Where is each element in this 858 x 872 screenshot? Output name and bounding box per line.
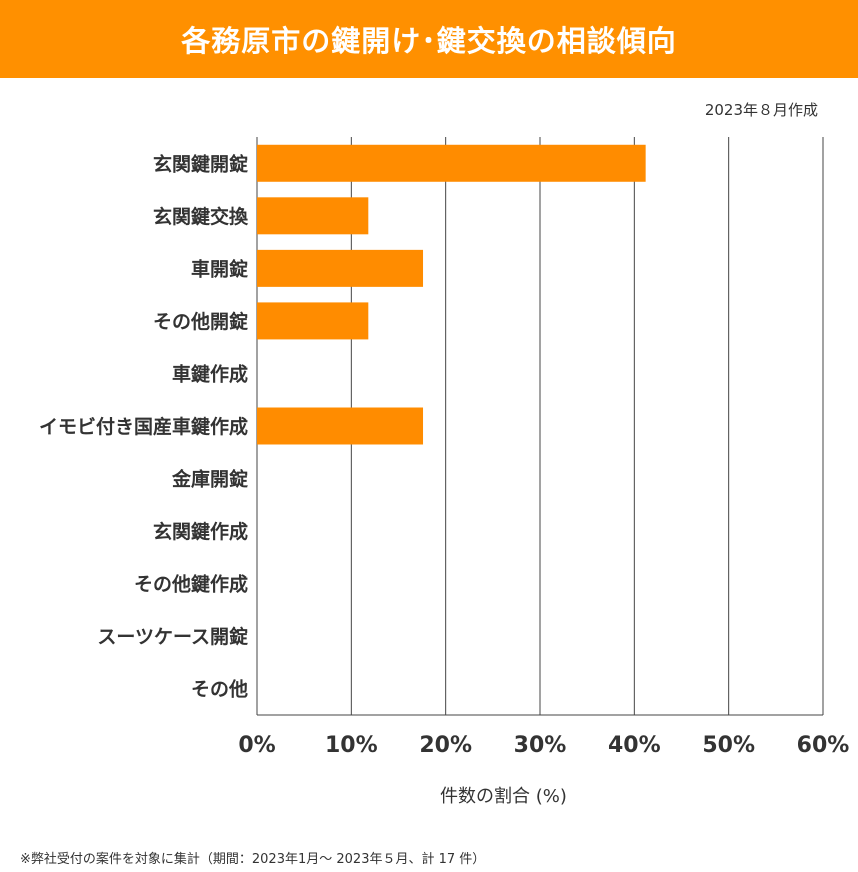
header-banner: 各務原市の鍵開け･鍵交換の相談傾向	[0, 0, 858, 78]
date-label: 2023年８月作成	[704, 101, 818, 119]
x-tick-label: 0%	[238, 733, 275, 758]
category-label: その他開錠	[153, 310, 248, 333]
category-label: イモビ付き国産車鍵作成	[39, 415, 248, 438]
category-label: 玄関鍵作成	[153, 520, 248, 543]
bar	[257, 249, 424, 287]
x-tick-label: 50%	[702, 733, 755, 758]
category-label: 金庫開錠	[171, 468, 248, 491]
category-label: 車開錠	[191, 257, 248, 280]
x-tick-label: 60%	[797, 733, 850, 758]
x-tick-label: 20%	[419, 733, 472, 758]
x-tick-label: 40%	[608, 733, 661, 758]
bar	[257, 197, 369, 235]
category-label: 玄関鍵交換	[153, 205, 249, 228]
x-tick-label: 30%	[514, 733, 567, 758]
category-label: その他	[191, 678, 248, 701]
bar	[257, 407, 424, 445]
bar	[257, 302, 369, 340]
chart-title: 各務原市の鍵開け･鍵交換の相談傾向	[181, 24, 677, 58]
x-tick-label: 10%	[325, 733, 378, 758]
category-label: 玄関鍵開錠	[153, 152, 248, 175]
footnote: ※弊社受付の案件を対象に集計（期間：2023年1月～ 2023年５月、計 17 …	[20, 852, 486, 867]
category-label: スーツケース開錠	[97, 625, 248, 648]
category-label: 車鍵作成	[172, 362, 248, 385]
x-axis-label: 件数の割合 (%)	[440, 786, 567, 807]
bar	[257, 144, 646, 182]
category-label: その他鍵作成	[134, 573, 248, 596]
